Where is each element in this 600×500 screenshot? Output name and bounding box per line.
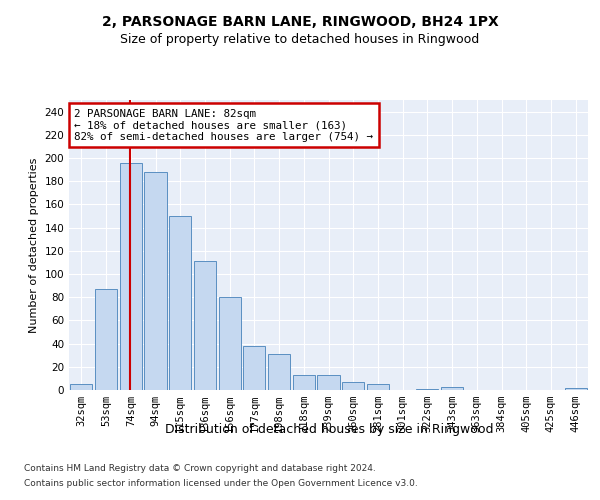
Bar [441,386,463,390]
Text: Contains public sector information licensed under the Open Government Licence v3: Contains public sector information licen… [24,479,418,488]
Bar [342,382,364,390]
Bar [317,375,340,390]
Text: 2, PARSONAGE BARN LANE, RINGWOOD, BH24 1PX: 2, PARSONAGE BARN LANE, RINGWOOD, BH24 1… [101,15,499,29]
Text: Size of property relative to detached houses in Ringwood: Size of property relative to detached ho… [121,32,479,46]
Bar [565,388,587,390]
Text: Distribution of detached houses by size in Ringwood: Distribution of detached houses by size … [164,422,493,436]
Bar [194,261,216,390]
Bar [218,297,241,390]
Text: 2 PARSONAGE BARN LANE: 82sqm
← 18% of detached houses are smaller (163)
82% of s: 2 PARSONAGE BARN LANE: 82sqm ← 18% of de… [74,108,373,142]
Bar [95,289,117,390]
Bar [70,384,92,390]
Bar [293,375,315,390]
Y-axis label: Number of detached properties: Number of detached properties [29,158,39,332]
Bar [416,389,439,390]
Text: Contains HM Land Registry data © Crown copyright and database right 2024.: Contains HM Land Registry data © Crown c… [24,464,376,473]
Bar [169,216,191,390]
Bar [243,346,265,390]
Bar [268,354,290,390]
Bar [119,162,142,390]
Bar [367,384,389,390]
Bar [145,172,167,390]
